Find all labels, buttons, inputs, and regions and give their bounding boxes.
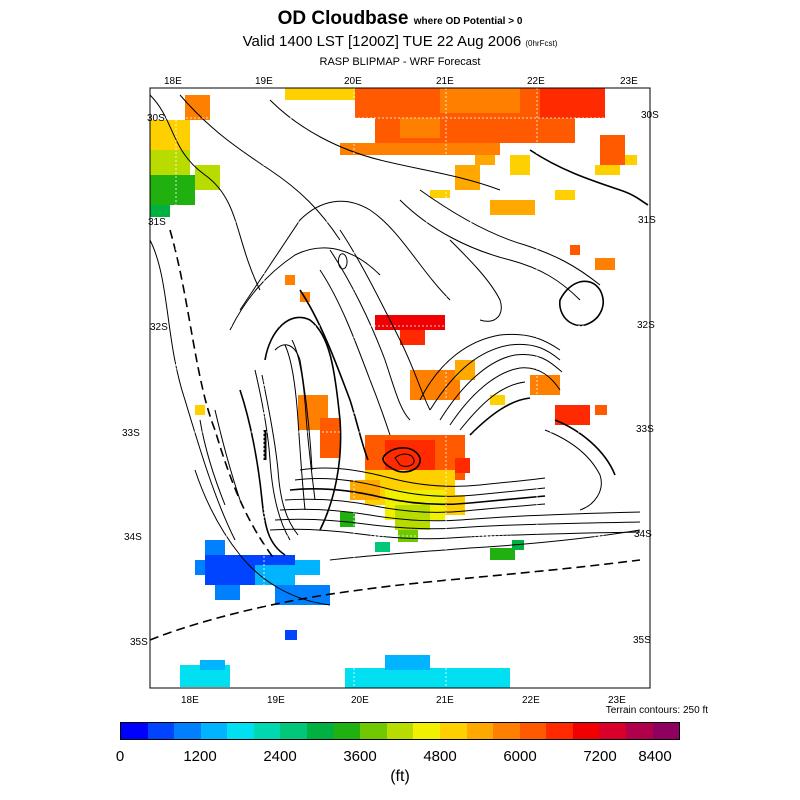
lon-labels-top: 18E 19E 20E 21E 22E 23E [164,76,638,87]
colorbar-segment [413,723,440,739]
colorbar-tick-label: 3600 [343,748,377,765]
lat-label: 30S [641,110,659,121]
colorbar-tick-label: 0 [115,748,125,765]
lon-label: 23E [608,695,626,706]
lat-labels-right: 30S 31S 32S 33S 34S 35S [633,110,659,646]
colorbar-segment [599,723,626,739]
colorbar-segment [333,723,361,739]
lon-label: 19E [267,695,285,706]
lon-label: 21E [436,695,454,706]
colorbar-segment [280,723,308,739]
colorbar-segment [572,723,600,739]
lat-label: 31S [148,217,166,228]
valid-time: Valid 1400 LST [1200Z] TUE 22 Aug 2006 [242,33,522,50]
lon-label: 22E [527,76,545,87]
lat-label: 33S [122,428,140,439]
lat-label: 32S [637,320,655,331]
lon-label: 19E [255,76,273,87]
colorbar-segment [519,723,547,739]
colorbar-segment [200,723,228,739]
colorbar [120,722,680,740]
terrain-contour-note: Terrain contours: 250 ft [605,705,708,716]
lat-label: 32S [150,322,168,333]
colorbar-segment [466,723,494,739]
lon-label: 20E [351,695,369,706]
cloudbase-field [150,88,637,688]
colorbar-segment [121,723,148,739]
chart-subtitle: Valid 1400 LST [1200Z] TUE 22 Aug 2006 (… [0,33,800,50]
colorbar-segment [652,723,680,739]
colorbar-segment [227,723,254,739]
lon-label: 18E [164,76,182,87]
colorbar-segment [147,723,175,739]
colorbar-tick-label: 2400 [263,748,297,765]
lon-label: 23E [620,76,638,87]
lat-label: 31S [638,215,656,226]
lon-label: 20E [344,76,362,87]
chart-title: OD Cloudbase where OD Potential > 0 [0,8,800,30]
colorbar-segment [439,723,467,739]
title-main: OD Cloudbase [277,8,409,29]
forecast-tag: (0hrFcst) [525,39,558,48]
colorbar-tick-label: 7200 [583,748,617,765]
lat-label: 33S [636,424,654,435]
colorbar-segment [174,723,201,739]
colorbar-tick-label: 6000 [503,748,537,765]
lat-labels-left: 30S 31S 32S 33S 34S 35S [122,113,168,648]
lat-label: 34S [634,529,652,540]
map-frame [149,87,651,689]
colorbar-units: (ft) [390,768,410,785]
lon-label: 22E [522,695,540,706]
colorbar-tick-label: 8400 [638,748,672,765]
colorbar-segment [386,723,414,739]
colorbar-segment [253,723,281,739]
graticule [150,88,650,690]
terrain-contours [149,94,649,641]
colorbar-segment [546,723,573,739]
colorbar-tick-label: 1200 [183,748,217,765]
lat-label: 35S [633,635,651,646]
colorbar-tick-label: 4800 [423,748,457,765]
lat-label: 30S [147,113,165,124]
lon-label: 21E [436,76,454,87]
colorbar-segment [360,723,387,739]
colorbar-segment [307,723,334,739]
forecast-source: RASP BLIPMAP - WRF Forecast [319,56,481,68]
lat-label: 35S [130,637,148,648]
lat-label: 34S [124,532,142,543]
colorbar-segment [493,723,520,739]
title-qualifier: where OD Potential > 0 [413,16,523,27]
lon-label: 18E [181,695,199,706]
colorbar-segment [625,723,653,739]
lon-labels-bottom: 18E 19E 20E 21E 22E 23E [181,695,626,706]
